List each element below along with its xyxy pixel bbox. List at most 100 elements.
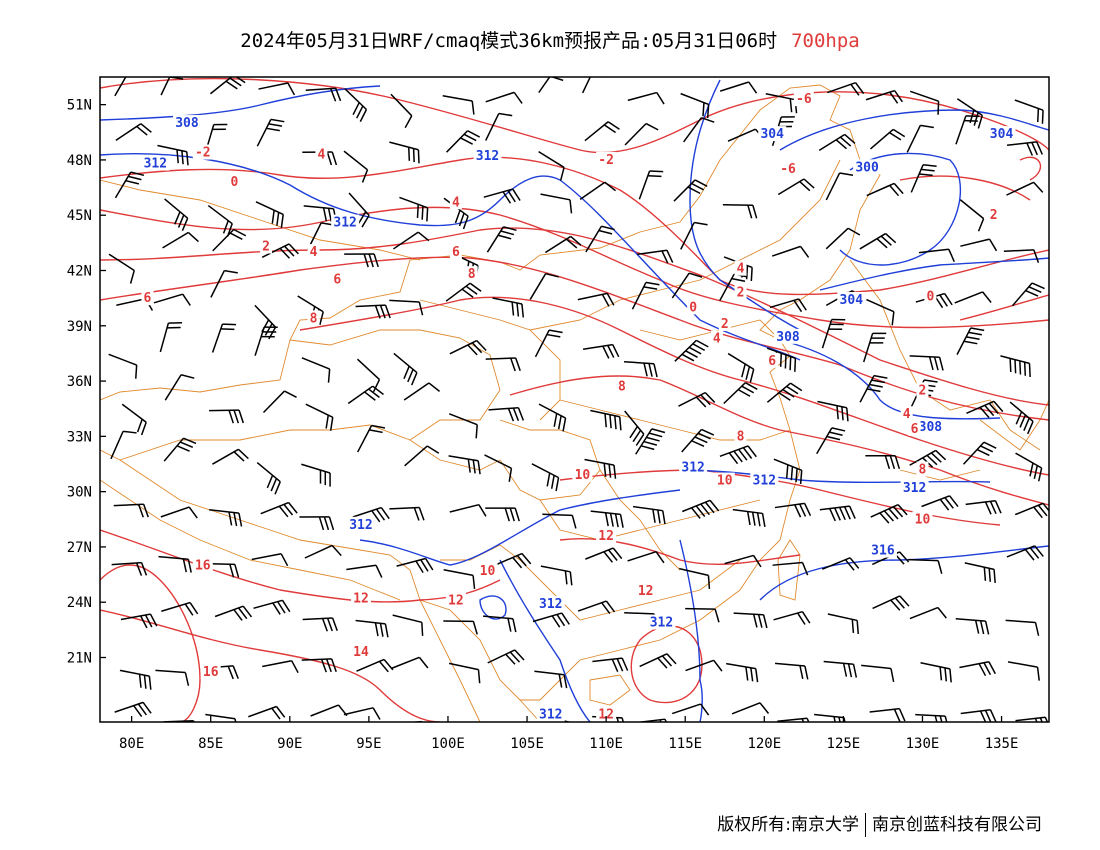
- height-contour-label-bg: [900, 479, 929, 495]
- temperature-contour-label-bg: [596, 706, 617, 722]
- mongolia-border: [100, 179, 421, 261]
- height-trough: [689, 79, 801, 331]
- wind-barb: [685, 607, 720, 623]
- lat-tick-label: 21N: [67, 651, 92, 667]
- wind-barb: [261, 243, 299, 259]
- footer: 版权所有:南京大学 南京创蓝科技有限公司: [717, 810, 1042, 837]
- height-contour-label-bg: [346, 516, 375, 532]
- wind-barb: [390, 93, 413, 129]
- wind-barb: [823, 660, 858, 678]
- wind-barb: [724, 554, 762, 568]
- height-contour-label: 304: [760, 127, 784, 142]
- company-name: 南京创蓝科技有限公司: [872, 815, 1042, 835]
- temperature-contour-label-bg: [200, 664, 221, 680]
- wind-barb: [637, 249, 674, 264]
- wind-barb: [487, 649, 525, 665]
- height-contour-label-bg: [141, 155, 170, 171]
- temperature-contour-label: 6: [911, 422, 919, 437]
- lat-tick-label: 30N: [67, 485, 92, 501]
- wind-barb: [209, 77, 246, 95]
- wind-barb: [448, 455, 481, 475]
- height-contour-label-bg: [758, 126, 787, 142]
- wind-barb: [114, 701, 152, 718]
- temperature-contour-label-bg: [916, 461, 929, 477]
- temperature-contour-label: 8: [618, 380, 626, 395]
- temperature-contour-label-bg: [718, 315, 731, 331]
- wind-barb: [356, 424, 386, 453]
- height-contour-label: 304: [840, 293, 864, 308]
- wind-barb: [538, 403, 567, 432]
- temperature-contour-label-bg: [307, 244, 320, 260]
- wind-barb: [356, 658, 394, 673]
- temperature-contour-label: -6: [796, 92, 812, 107]
- wind-barb: [114, 171, 145, 199]
- china-boundary: [100, 84, 881, 701]
- wind-barb: [959, 199, 985, 232]
- wind-barb: [680, 221, 708, 250]
- wind-barb: [909, 355, 944, 371]
- wind-barb: [344, 88, 368, 122]
- wind-barb: [870, 503, 908, 524]
- wind-barb: [483, 615, 517, 633]
- wind-barb: [485, 507, 520, 522]
- temperature-contour-label: 10: [480, 564, 496, 579]
- wind-barb: [205, 713, 237, 722]
- wind-barb: [352, 506, 390, 523]
- temperature-contour-label: 0: [689, 300, 697, 315]
- hainan-island: [589, 674, 631, 706]
- height-contour-label: 312: [333, 216, 356, 231]
- temperature-contour-label-bg: [908, 420, 921, 436]
- lat-tick-label: 39N: [67, 319, 92, 335]
- temperature-contour-label-bg: [572, 467, 593, 483]
- wind-barb: [579, 181, 617, 201]
- wind-barb: [635, 718, 668, 722]
- longitude-axis: 80E 85E 90E 95E 100E 105E 110E 115E 120E 125E 130E…: [119, 716, 1018, 752]
- wind-barb: [256, 118, 285, 147]
- wind-barb: [301, 357, 331, 383]
- height-contour-label-bg: [837, 291, 866, 307]
- height-304-east: [819, 257, 1049, 291]
- india-border: [100, 479, 401, 601]
- wind-barb: [631, 281, 660, 310]
- height-316: [759, 545, 1049, 601]
- wind-barb: [260, 501, 298, 518]
- height-contour-label-bg: [750, 472, 779, 488]
- wind-barb: [960, 238, 998, 252]
- temperature-contour-label-bg: [714, 472, 735, 488]
- isotherm-m2: [100, 77, 1049, 154]
- wind-barb: [355, 619, 389, 638]
- temperature-contour-label: -6: [780, 162, 796, 177]
- wind-barb: [918, 248, 955, 263]
- temperature-contour-label: 8: [310, 311, 318, 326]
- korea-border: [849, 259, 1041, 451]
- plot-frame: [99, 76, 1050, 723]
- wind-barb: [771, 245, 810, 258]
- wind-barb: [965, 499, 1002, 515]
- wind-barb: [159, 321, 183, 353]
- temperature-contour-label-bg: [331, 271, 344, 287]
- wind-barb: [449, 339, 487, 356]
- wind-barb: [722, 203, 758, 219]
- temperature-contour-label: 2: [262, 240, 270, 255]
- wind-barb: [153, 293, 191, 306]
- wind-barb: [585, 547, 623, 563]
- wind-barb: [732, 508, 766, 527]
- wind-barb: [818, 133, 856, 151]
- wind-barb: [488, 406, 525, 422]
- wind-barb: [396, 557, 434, 573]
- wind-barb: [532, 612, 570, 628]
- wind-barb: [1006, 141, 1043, 156]
- temperature-contour-label: 4: [452, 195, 460, 210]
- wind-barb: [399, 196, 429, 222]
- temperature-contour-label-bg: [710, 330, 723, 346]
- height-contour-label-bg: [647, 614, 676, 630]
- temperature-contour-label-bg: [635, 583, 656, 599]
- temperature-contour-label-bg: [141, 290, 154, 306]
- wind-barb: [355, 304, 391, 319]
- wind-barb: [540, 565, 573, 586]
- wind-barb: [955, 115, 980, 145]
- wind-barb: [584, 458, 617, 479]
- wind-barb: [254, 326, 278, 356]
- wind-barb: [494, 552, 532, 569]
